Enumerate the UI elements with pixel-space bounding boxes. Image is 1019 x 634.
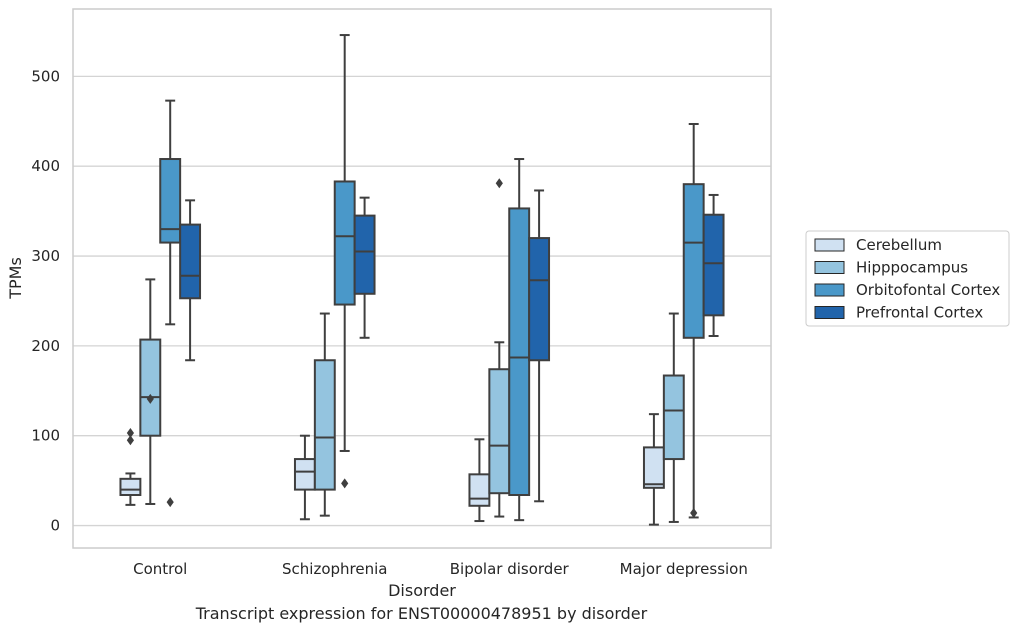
outlier-point	[690, 507, 698, 518]
y-tick-label: 300	[31, 247, 60, 265]
box-prefrontal-cortex-schizophrenia	[353, 196, 376, 339]
x-tick-labels: Control Schizophrenia Bipolar disorder Majo…	[133, 560, 748, 578]
box-orbitofontal-cortex-major-depression	[682, 122, 705, 519]
box-body	[488, 368, 511, 495]
boxes-layer	[119, 34, 725, 526]
outlier-point	[146, 393, 154, 404]
legend-swatch	[814, 283, 845, 297]
legend-swatch	[814, 261, 845, 274]
box-body	[662, 374, 685, 461]
y-tick-label: 500	[31, 67, 60, 85]
box-prefrontal-cortex-control	[179, 199, 202, 362]
y-tick-label: 0	[50, 517, 60, 535]
box-cerebellum-bipolar-disorder	[468, 438, 491, 523]
box-prefrontal-cortex-bipolar-disorder	[528, 189, 551, 503]
legend: Cerebellum Hipppocampus Orbitofontal Corte…	[805, 230, 1010, 327]
box-body	[702, 213, 725, 317]
box-body	[682, 183, 705, 339]
box-body	[468, 473, 491, 507]
box-orbitofontal-cortex-schizophrenia	[333, 34, 356, 489]
x-tick-label: Schizophrenia	[282, 560, 387, 578]
y-axis-label: TPMs	[6, 257, 25, 300]
y-tick-label: 200	[31, 337, 60, 355]
box-body	[642, 446, 665, 489]
box-hipppocampus-major-depression	[662, 312, 685, 523]
legend-label: Orbitofontal Cortex	[856, 281, 1000, 299]
y-tick-labels: 0 100 200 300 400 500	[31, 67, 60, 534]
box-cerebellum-control	[119, 428, 142, 506]
outlier-point	[126, 428, 135, 439]
box-body	[333, 180, 356, 306]
x-tick-label: Major depression	[620, 560, 748, 578]
box-body	[293, 458, 316, 491]
box-body	[508, 207, 531, 496]
x-tick-label: Bipolar disorder	[450, 560, 570, 578]
outlier-point	[495, 178, 503, 189]
box-prefrontal-cortex-major-depression	[702, 193, 725, 337]
box-body	[119, 477, 142, 496]
box-hipppocampus-control	[139, 278, 162, 505]
plot-frame	[72, 8, 772, 549]
legend-items: Cerebellum Hipppocampus Orbitofontal Corte…	[814, 236, 1000, 322]
legend-label: Hipppocampus	[856, 259, 968, 277]
box-body	[528, 237, 551, 362]
outlier-point	[341, 478, 349, 489]
outlier-point	[166, 497, 174, 508]
y-tick-label: 100	[31, 427, 60, 445]
box-cerebellum-major-depression	[642, 413, 665, 526]
box-body	[313, 359, 336, 491]
legend-swatch	[814, 238, 845, 252]
box-hipppocampus-bipolar-disorder	[488, 178, 511, 518]
box-cerebellum-schizophrenia	[293, 434, 316, 521]
x-axis-label: Disorder	[388, 581, 456, 600]
plot-area	[73, 9, 771, 548]
legend-label: Prefrontal Cortex	[856, 304, 983, 322]
outlier-point	[126, 435, 135, 446]
x-tick-label: Control	[133, 560, 187, 578]
box-orbitofontal-cortex-bipolar-disorder	[508, 158, 531, 522]
legend-swatch	[814, 306, 845, 319]
y-tick-label: 400	[31, 157, 60, 175]
box-body	[179, 223, 202, 300]
box-body	[139, 338, 162, 437]
box-body	[159, 158, 182, 244]
legend-label: Cerebellum	[856, 236, 942, 254]
box-orbitofontal-cortex-control	[159, 99, 182, 508]
figure-caption: Transcript expression for ENST0000047895…	[195, 604, 648, 623]
box-hipppocampus-schizophrenia	[313, 312, 336, 517]
legend-frame	[805, 230, 1010, 327]
box-body	[353, 214, 376, 295]
